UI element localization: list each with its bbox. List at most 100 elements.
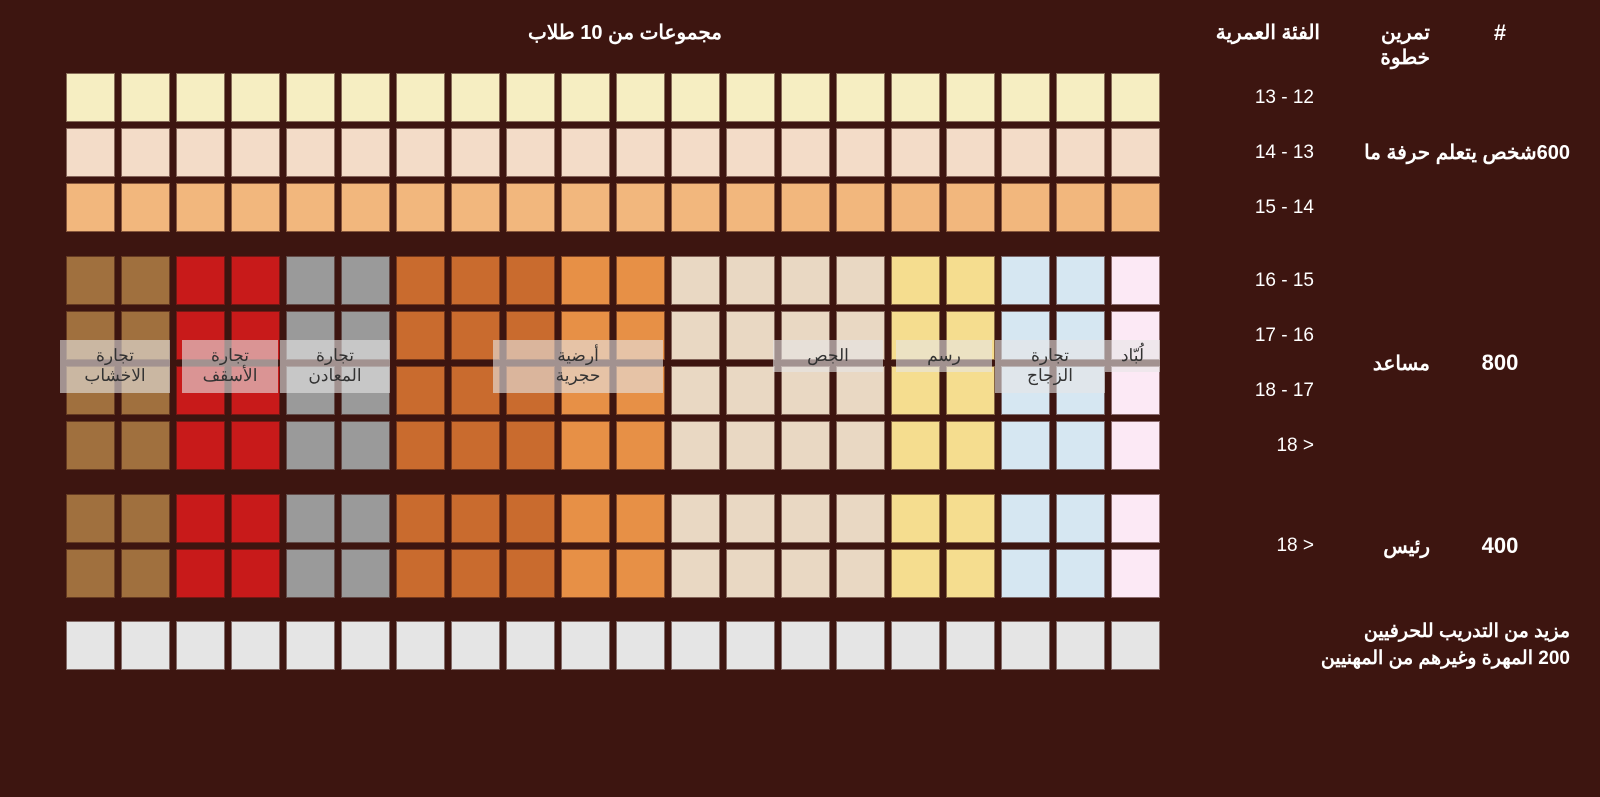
grid-cell: [1056, 621, 1105, 670]
bottom-section: مزيد من التدريب للحرفيين 200 المهرة وغير…: [30, 619, 1570, 672]
grid-row: [30, 128, 1160, 177]
grid-cell: [341, 621, 390, 670]
grid-row: [30, 621, 1160, 670]
grid-cell: [66, 494, 115, 543]
grid-row: [30, 183, 1160, 232]
trade-label: تجارة الزجاج: [995, 340, 1105, 393]
grid-cell: [1001, 549, 1050, 598]
grid-cell: [451, 549, 500, 598]
grid-cell: [286, 128, 335, 177]
grid-cell: [451, 128, 500, 177]
grid-cell: [781, 73, 830, 122]
grid-cell: [506, 183, 555, 232]
trade-label: تجارة الأسقف: [182, 340, 278, 393]
section: 600شخص يتعلم حرفة ما13 - 1214 - 1315 - 1…: [30, 70, 1570, 235]
grid-cell: [231, 183, 280, 232]
grid-cell: [561, 128, 610, 177]
grid-cell: [836, 73, 885, 122]
grid-cell: [1001, 256, 1050, 305]
grid-cell: [121, 421, 170, 470]
grid-cell: [891, 128, 940, 177]
grid-cell: [451, 621, 500, 670]
trade-label: أرضية حجرية: [493, 340, 663, 393]
grid-cell: [396, 183, 445, 232]
grid-cell: [286, 421, 335, 470]
grid-cell: [671, 311, 720, 360]
grid-cell: [891, 73, 940, 122]
grid-cell: [891, 256, 940, 305]
grid-cell: [946, 549, 995, 598]
grid-cell: [836, 128, 885, 177]
section: 800مساعد16 - 1517 - 1618 - 1718 >لُبّادت…: [30, 253, 1570, 473]
grid-cell: [1111, 549, 1160, 598]
trade-label: لُبّاد: [1105, 340, 1160, 372]
section-meta: 600شخص يتعلم حرفة ما13 - 1214 - 1315 - 1…: [1160, 70, 1570, 235]
grid-cell: [66, 183, 115, 232]
grid-cell: [781, 421, 830, 470]
grid-cell: [616, 494, 665, 543]
grid-cell: [781, 366, 830, 415]
grid-cell: [781, 128, 830, 177]
grid-cell: [1111, 421, 1160, 470]
grid-cell: [891, 421, 940, 470]
grid-cell: [836, 421, 885, 470]
grid-cell: [671, 621, 720, 670]
grid-cell: [1001, 73, 1050, 122]
section-step-combined: 600شخص يتعلم حرفة ما: [1320, 140, 1570, 165]
grid-cell: [451, 494, 500, 543]
grid-cell: [891, 366, 940, 415]
grid-cell: [946, 621, 995, 670]
grid-cell: [121, 128, 170, 177]
grid-cell: [121, 621, 170, 670]
grid-cell: [396, 421, 445, 470]
grid-cell: [1056, 256, 1105, 305]
grid-cell: [176, 494, 225, 543]
grid-cell: [451, 73, 500, 122]
grid-cell: [726, 183, 775, 232]
bottom-label: مزيد من التدريب للحرفيين 200 المهرة وغير…: [1160, 619, 1570, 672]
age-label: 17 - 16: [1160, 310, 1320, 362]
grid-cell: [176, 549, 225, 598]
grid-cell: [671, 73, 720, 122]
age-col: 18 >: [1160, 491, 1320, 601]
grid-cell: [396, 366, 445, 415]
age-label: 13 - 12: [1160, 72, 1320, 124]
section-meta: 400رئيس18 >: [1160, 491, 1570, 601]
header-row: # تمرين خطوة الفئة العمرية مجموعات من 10…: [30, 20, 1570, 70]
grid-cell: [946, 73, 995, 122]
grid-cell: [121, 549, 170, 598]
section: 400رئيس18 >: [30, 491, 1570, 601]
grid-cell: [1111, 621, 1160, 670]
grid-cell: [561, 183, 610, 232]
grid-cell: [616, 621, 665, 670]
section-step: رئيس: [1320, 534, 1430, 559]
grid-cell: [891, 494, 940, 543]
grid-cell: [231, 128, 280, 177]
grid-cell: [781, 183, 830, 232]
section-step: مساعد: [1320, 351, 1430, 376]
header-step: تمرين خطوة: [1320, 20, 1430, 70]
grid-cell: [1056, 128, 1105, 177]
grid-cell: [726, 366, 775, 415]
grid-cell: [836, 549, 885, 598]
grid-cell: [341, 183, 390, 232]
grid-cell: [726, 549, 775, 598]
grid-cell: [616, 421, 665, 470]
grid-cell: [396, 311, 445, 360]
grid-cell: [231, 621, 280, 670]
age-label: 15 - 14: [1160, 182, 1320, 234]
grid-cell: [836, 256, 885, 305]
grid-cell: [1056, 549, 1105, 598]
grid-row: [30, 421, 1160, 470]
grid-cell: [946, 256, 995, 305]
grid-cell: [1111, 494, 1160, 543]
grid-cell: [726, 311, 775, 360]
grid-cell: [506, 421, 555, 470]
trade-label: رسم: [896, 340, 992, 372]
grid-cell: [286, 73, 335, 122]
grid-cell: [1056, 73, 1105, 122]
age-label: 18 >: [1160, 491, 1320, 601]
grid-cell: [1111, 128, 1160, 177]
grid-row: [30, 549, 1160, 598]
grid-cell: [121, 73, 170, 122]
